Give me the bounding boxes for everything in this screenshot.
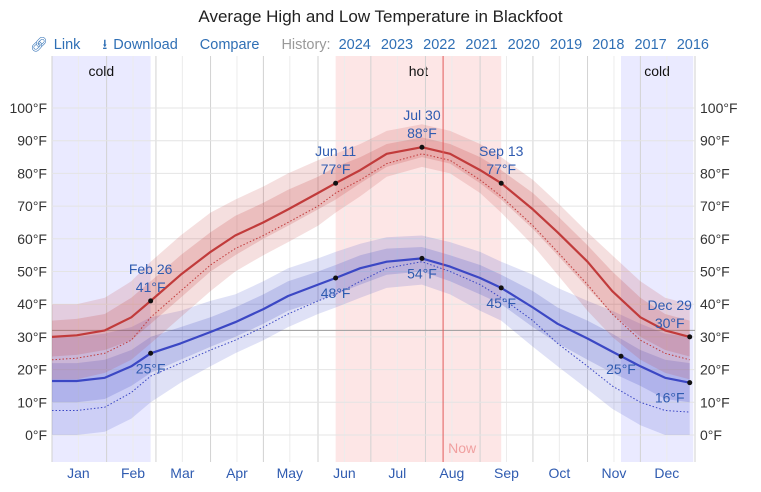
chart-title: Average High and Low Temperature in Blac… bbox=[198, 7, 563, 26]
y-tick-label-right: 70°F bbox=[700, 198, 730, 214]
history-year-2019[interactable]: 2019 bbox=[549, 37, 583, 53]
y-tick-label-left: 80°F bbox=[17, 165, 47, 181]
y-tick-label-left: 70°F bbox=[17, 198, 47, 214]
history-year-2023[interactable]: 2023 bbox=[380, 37, 414, 53]
annotation-dot bbox=[498, 180, 504, 186]
low-band-10-90 bbox=[52, 235, 690, 435]
season-label-cold: cold bbox=[644, 63, 670, 79]
annotation-value: 77°F bbox=[321, 161, 351, 177]
link-icon: 🔗︎ bbox=[30, 36, 48, 52]
download-label: Download bbox=[113, 37, 178, 53]
y-tick-label-right: 40°F bbox=[700, 296, 730, 312]
history-year-2022[interactable]: 2022 bbox=[423, 37, 456, 53]
y-tick-label-left: 0°F bbox=[25, 427, 47, 443]
download-button[interactable]: ⭳ Download bbox=[102, 34, 177, 58]
annotation-value: 88°F bbox=[407, 125, 437, 141]
x-tick-label: Sep bbox=[494, 465, 519, 481]
annotation-value: 25°F bbox=[136, 360, 166, 376]
x-tick-label: May bbox=[277, 465, 303, 481]
y-tick-label-left: 100°F bbox=[9, 100, 47, 116]
annotation-date: Feb 26 bbox=[129, 261, 173, 277]
annotation-value: 77°F bbox=[486, 161, 516, 177]
high-band-25-75 bbox=[52, 137, 690, 357]
annotation-dot bbox=[148, 298, 154, 304]
history-year-2017[interactable]: 2017 bbox=[634, 37, 667, 53]
annotation-dot bbox=[618, 353, 624, 359]
y-tick-label-right: 60°F bbox=[700, 231, 730, 247]
history-year-2021[interactable]: 2021 bbox=[465, 37, 498, 53]
y-tick-label-right: 80°F bbox=[700, 165, 730, 181]
annotation-value: 45°F bbox=[486, 295, 516, 311]
season-label-hot: hot bbox=[409, 63, 429, 79]
season-band-cold bbox=[621, 56, 694, 462]
compare-button[interactable]: Compare bbox=[199, 37, 260, 53]
annotation-dot bbox=[419, 144, 425, 150]
y-tick-label-left: 90°F bbox=[17, 133, 47, 149]
annotation-dot bbox=[148, 350, 154, 356]
x-tick-label: Mar bbox=[170, 465, 194, 481]
annotation-dot bbox=[333, 275, 339, 281]
annotation-date: Dec 29 bbox=[648, 297, 693, 313]
link-label: Link bbox=[53, 37, 81, 53]
y-tick-label-left: 20°F bbox=[17, 362, 47, 378]
x-tick-label: Aug bbox=[439, 465, 464, 481]
y-tick-label-right: 0°F bbox=[700, 427, 722, 443]
y-tick-label-left: 30°F bbox=[17, 329, 47, 345]
download-icon: ⭳ bbox=[102, 36, 108, 52]
x-tick-label: Apr bbox=[226, 465, 248, 481]
history-year-2020[interactable]: 2020 bbox=[507, 37, 540, 53]
x-tick-label: Feb bbox=[121, 465, 145, 481]
annotation-value: 48°F bbox=[321, 285, 351, 301]
now-label: Now bbox=[448, 440, 477, 456]
history-year-2024[interactable]: 2024 bbox=[338, 37, 371, 53]
x-tick-label: Nov bbox=[602, 465, 627, 481]
annotation-dot bbox=[687, 380, 693, 386]
y-tick-label-right: 100°F bbox=[700, 100, 738, 116]
x-tick-label: Dec bbox=[654, 465, 679, 481]
annotation-date: Jun 11 bbox=[315, 143, 356, 159]
x-tick-label: Jul bbox=[388, 465, 406, 481]
x-tick-label: Jun bbox=[333, 465, 356, 481]
annotation-date: Sep 13 bbox=[479, 143, 524, 159]
link-button[interactable]: 🔗︎ Link bbox=[30, 36, 80, 53]
annotation-value: 30°F bbox=[655, 315, 685, 331]
y-tick-label-right: 10°F bbox=[700, 394, 730, 410]
annotation-value: 41°F bbox=[136, 279, 166, 295]
season-label-cold: cold bbox=[88, 63, 114, 79]
high-dotted-line bbox=[51, 153, 690, 361]
y-tick-label-right: 30°F bbox=[700, 329, 730, 345]
y-tick-label-left: 40°F bbox=[17, 296, 47, 312]
annotation-dot bbox=[498, 285, 504, 291]
x-tick-label: Jan bbox=[67, 465, 90, 481]
history-year-2016[interactable]: 2016 bbox=[676, 37, 709, 53]
annotation-dot bbox=[419, 255, 425, 261]
annotation-value: 16°F bbox=[655, 390, 685, 406]
y-tick-label-left: 60°F bbox=[17, 231, 47, 247]
annotation-value: 54°F bbox=[407, 265, 437, 281]
annotation-value: 25°F bbox=[606, 361, 636, 377]
high-band-10-90 bbox=[52, 124, 690, 380]
annotation-date: Jul 30 bbox=[403, 107, 441, 123]
low-dotted-line bbox=[52, 261, 690, 413]
y-tick-label-left: 50°F bbox=[17, 264, 47, 280]
history-label: History: bbox=[281, 37, 331, 53]
y-tick-label-right: 90°F bbox=[700, 133, 730, 149]
toolbar: 🔗︎ Link ⭳ Download Compare History: 2024 2023 20… bbox=[30, 34, 719, 54]
y-tick-label-left: 10°F bbox=[17, 394, 47, 410]
annotation-dot bbox=[687, 334, 693, 340]
history-year-2018[interactable]: 2018 bbox=[592, 37, 625, 53]
season-band-cold bbox=[52, 56, 151, 462]
annotation-dot bbox=[333, 180, 339, 186]
x-tick-label: Oct bbox=[548, 465, 570, 481]
y-tick-label-right: 50°F bbox=[700, 264, 730, 280]
y-tick-label-right: 20°F bbox=[700, 362, 730, 378]
low-band-25-75 bbox=[52, 247, 690, 403]
